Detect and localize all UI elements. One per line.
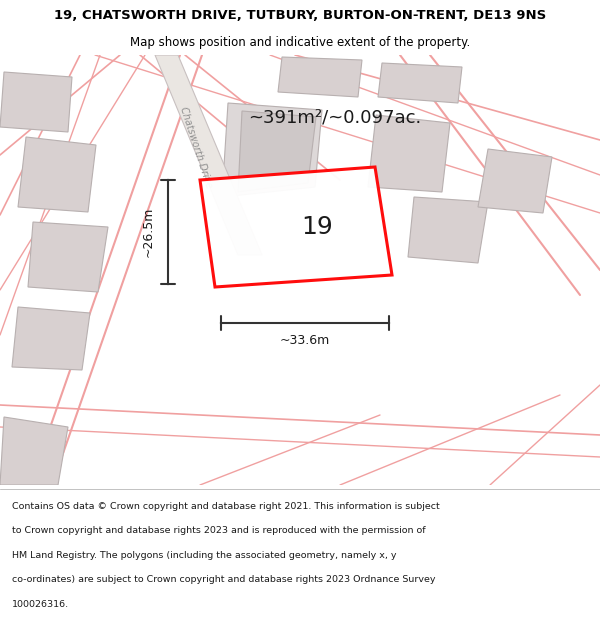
Polygon shape bbox=[238, 111, 316, 192]
Polygon shape bbox=[222, 103, 322, 197]
Polygon shape bbox=[12, 307, 90, 370]
Text: co-ordinates) are subject to Crown copyright and database rights 2023 Ordnance S: co-ordinates) are subject to Crown copyr… bbox=[12, 575, 436, 584]
Polygon shape bbox=[0, 72, 72, 132]
Text: Chatsworth Drive: Chatsworth Drive bbox=[178, 105, 214, 189]
Polygon shape bbox=[155, 55, 262, 255]
Text: 100026316.: 100026316. bbox=[12, 600, 69, 609]
Text: Map shows position and indicative extent of the property.: Map shows position and indicative extent… bbox=[130, 36, 470, 49]
Polygon shape bbox=[0, 417, 68, 485]
Text: 19: 19 bbox=[302, 215, 334, 239]
Polygon shape bbox=[18, 137, 96, 212]
Polygon shape bbox=[28, 222, 108, 292]
Text: to Crown copyright and database rights 2023 and is reproduced with the permissio: to Crown copyright and database rights 2… bbox=[12, 526, 425, 535]
Text: ~26.5m: ~26.5m bbox=[142, 207, 155, 258]
Text: HM Land Registry. The polygons (including the associated geometry, namely x, y: HM Land Registry. The polygons (includin… bbox=[12, 551, 397, 560]
Polygon shape bbox=[378, 63, 462, 103]
Polygon shape bbox=[200, 167, 392, 287]
Polygon shape bbox=[278, 57, 362, 97]
Text: Contains OS data © Crown copyright and database right 2021. This information is : Contains OS data © Crown copyright and d… bbox=[12, 502, 440, 511]
Polygon shape bbox=[368, 115, 450, 192]
Text: 19, CHATSWORTH DRIVE, TUTBURY, BURTON-ON-TRENT, DE13 9NS: 19, CHATSWORTH DRIVE, TUTBURY, BURTON-ON… bbox=[54, 9, 546, 22]
Polygon shape bbox=[408, 197, 488, 263]
Text: ~391m²/~0.097ac.: ~391m²/~0.097ac. bbox=[248, 108, 422, 126]
Text: ~33.6m: ~33.6m bbox=[280, 334, 330, 348]
Polygon shape bbox=[478, 149, 552, 213]
